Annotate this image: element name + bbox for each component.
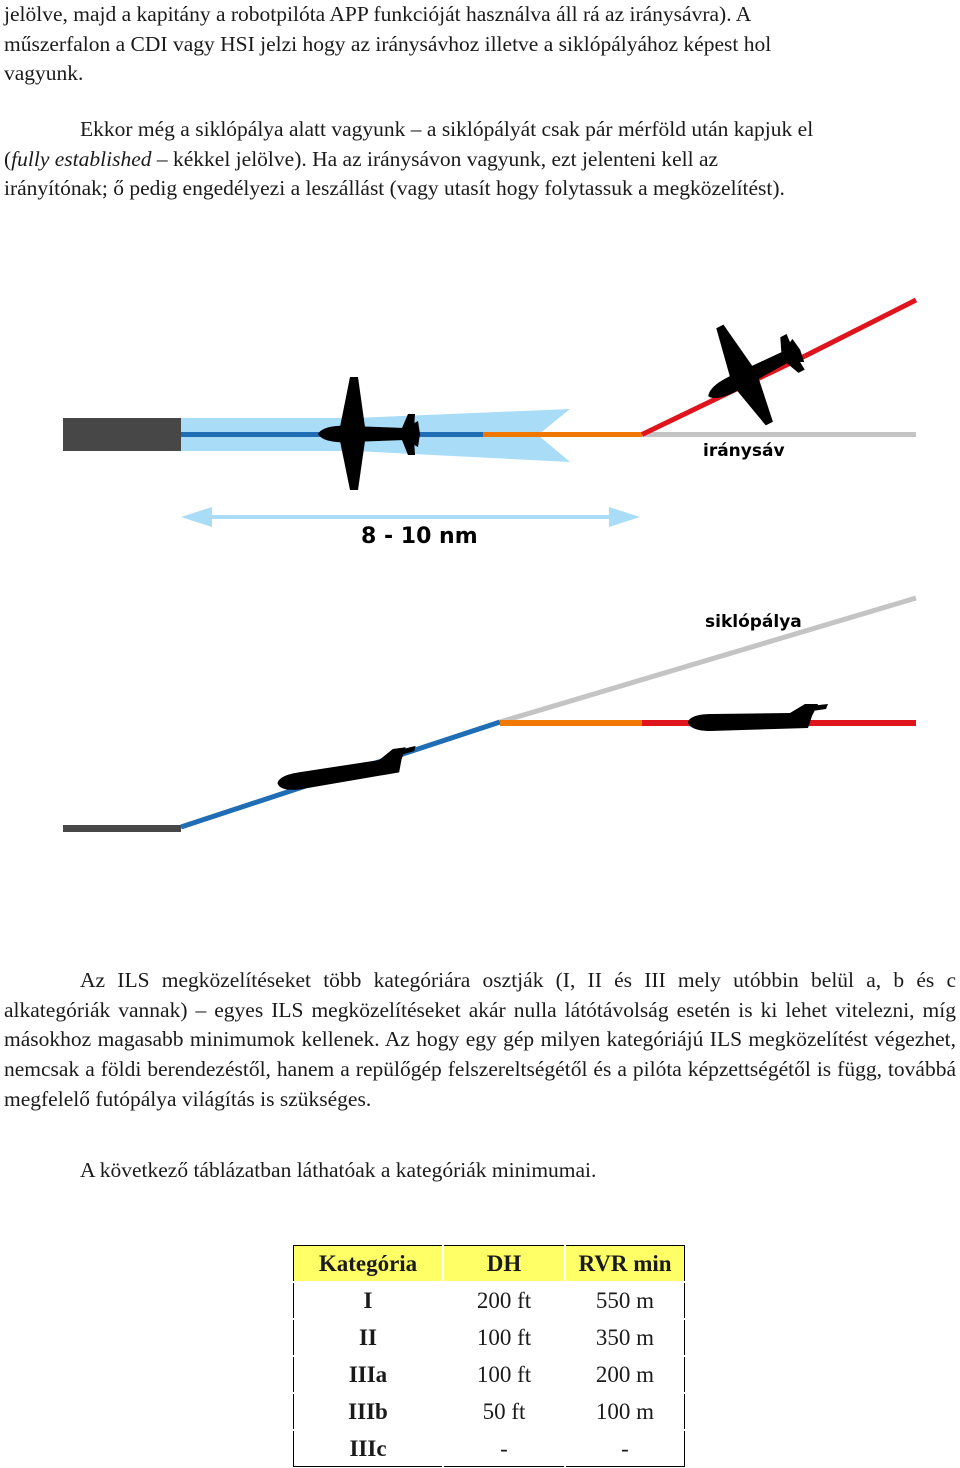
cell-rvr: 200 m (564, 1355, 686, 1394)
paragraph-2-line-2: – kékkel jelölve). Ha az iránysávon vagy… (151, 146, 719, 171)
distance-label: 8 - 10 nm (361, 524, 478, 549)
aircraft-side-view-descending-icon (277, 745, 416, 790)
cell-rvr: - (564, 1429, 686, 1468)
italic-term: fully established (11, 146, 152, 171)
runway-top-view (63, 418, 181, 451)
paragraph-1-line-1: jelölve, majd a kapitány a robotpilóta A… (4, 2, 752, 26)
localizer-label: iránysáv (703, 441, 785, 461)
cell-rvr: 350 m (564, 1318, 686, 1357)
cell-dh: 200 ft (442, 1281, 566, 1320)
cell-dh: 100 ft (442, 1318, 566, 1357)
cell-rvr: 550 m (564, 1281, 686, 1320)
aircraft-top-view-intercepting-icon (708, 324, 805, 426)
cell-category: IIIa (292, 1355, 444, 1394)
header-rvr: RVR min (564, 1244, 686, 1283)
header-dh: DH (442, 1244, 566, 1283)
paragraph-2: Ekkor még a siklópálya alatt vagyunk – a… (4, 117, 814, 200)
paragraph-1: jelölve, majd a kapitány a robotpilóta A… (4, 0, 956, 89)
paragraph-1-line-2: műszerfalon a CDI vagy HSI jelzi hogy az… (4, 31, 772, 56)
glideslope-label: siklópálya (705, 612, 802, 632)
paragraph-4: A következő táblázatban láthatóak a kate… (80, 1158, 597, 1182)
paragraph-1-line-3: vagyunk. (4, 61, 84, 85)
cell-dh: 50 ft (442, 1392, 566, 1431)
table-row: I 200 ft 550 m (292, 1281, 686, 1320)
cell-category: IIIc (292, 1429, 444, 1468)
runway-side-view (63, 825, 181, 832)
aircraft-side-view-level-icon (688, 704, 828, 731)
aircraft-top-view-established-icon (318, 377, 420, 490)
ils-approach-diagram: iránysáv 8 - 10 nm siklópálya (63, 297, 918, 832)
cell-rvr: 100 m (564, 1392, 686, 1431)
cell-category: IIIb (292, 1392, 444, 1431)
cell-dh: - (442, 1429, 566, 1468)
table-row: IIIb 50 ft 100 m (292, 1392, 686, 1431)
intercept-red-path-ahead (803, 297, 918, 359)
paragraph-3: Az ILS megközelítéseket több kategóriára… (4, 968, 956, 1111)
minima-table: Kategória DH RVR min I 200 ft 550 m II 1… (292, 1244, 686, 1468)
paragraph-2-line-3: irányítónak; ő pedig engedélyezi a leszá… (4, 176, 785, 200)
cell-category: II (292, 1318, 444, 1357)
distance-arrow (181, 507, 640, 527)
header-category: Kategória (292, 1244, 444, 1283)
cell-dh: 100 ft (442, 1355, 566, 1394)
table-row: IIIc - - (292, 1429, 686, 1468)
paragraph-2-line-1: Ekkor még a siklópálya alatt vagyunk – a… (80, 117, 814, 141)
table-header-row: Kategória DH RVR min (292, 1244, 686, 1283)
table-row: II 100 ft 350 m (292, 1318, 686, 1357)
cell-category: I (292, 1281, 444, 1320)
glideslope-grey-segment (499, 595, 917, 725)
table-row: IIIa 100 ft 200 m (292, 1355, 686, 1394)
